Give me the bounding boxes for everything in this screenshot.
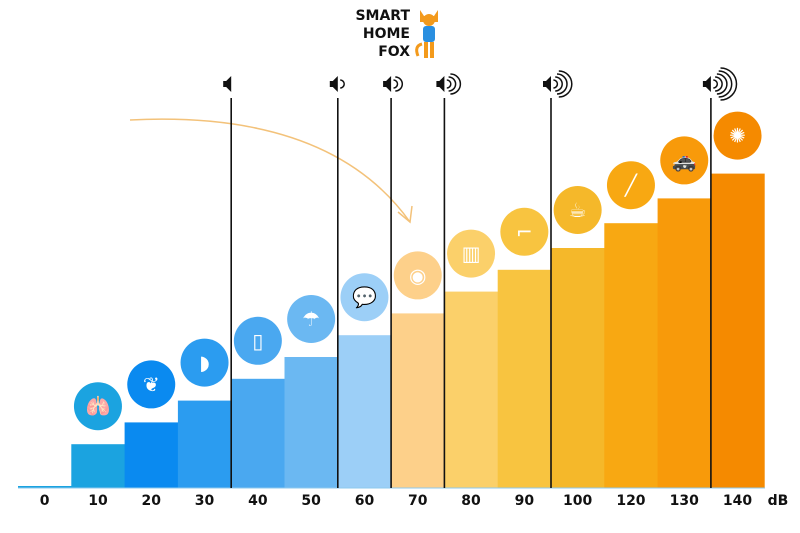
speaker-icon bbox=[383, 76, 404, 92]
tick-label-80: 80 bbox=[461, 493, 481, 509]
tick-label-130: 130 bbox=[670, 493, 699, 509]
svg-text:◉: ◉ bbox=[409, 263, 426, 287]
speech-bubbles-icon: 💬 bbox=[340, 273, 389, 322]
bar-70db bbox=[391, 313, 445, 488]
speaker-icon bbox=[223, 76, 232, 92]
speaker-icon bbox=[702, 67, 738, 101]
logo-line1: SMART bbox=[355, 8, 410, 24]
unit-label: dB bbox=[768, 493, 789, 509]
bar-50db bbox=[284, 357, 339, 488]
svg-text:▥: ▥ bbox=[462, 242, 481, 266]
tick-label-10: 10 bbox=[88, 493, 108, 509]
fox-mascot-icon bbox=[415, 10, 438, 58]
tick-label-60: 60 bbox=[355, 493, 375, 509]
lungs-icon: 🫁 bbox=[73, 382, 122, 431]
bar-80db bbox=[444, 291, 499, 488]
svg-text:✺: ✺ bbox=[729, 124, 746, 148]
curved-arrow bbox=[129, 118, 411, 223]
tick-label-0: 0 bbox=[40, 493, 50, 509]
fireworks-icon: ✺ bbox=[713, 111, 762, 160]
tick-label-70: 70 bbox=[408, 493, 428, 509]
hair-dryer-icon: ⌐ bbox=[500, 207, 549, 256]
bar-40db bbox=[231, 378, 285, 488]
tick-label-90: 90 bbox=[515, 493, 535, 509]
svg-text:╱: ╱ bbox=[624, 173, 638, 197]
tick-label-100: 100 bbox=[563, 493, 592, 509]
bar-60db bbox=[337, 335, 392, 488]
bar-20db bbox=[124, 422, 179, 488]
logo-line3: FOX bbox=[378, 44, 410, 60]
bar-10db bbox=[71, 444, 126, 488]
svg-text:☂: ☂ bbox=[302, 307, 320, 331]
bar-130db bbox=[657, 198, 712, 488]
tick-label-30: 30 bbox=[195, 493, 215, 509]
coffee-machine-icon: ☕ bbox=[553, 186, 602, 234]
speaker-icon bbox=[436, 73, 462, 95]
trombone-icon: ╱ bbox=[606, 161, 655, 210]
bar-90db bbox=[497, 269, 552, 488]
bar-120db bbox=[604, 223, 659, 488]
tick-label-140: 140 bbox=[723, 493, 752, 509]
bar-100db bbox=[551, 248, 605, 488]
svg-text:☕: ☕ bbox=[569, 198, 587, 222]
rain-icon: ☂ bbox=[287, 295, 336, 343]
svg-text:🚓: 🚓 bbox=[672, 148, 697, 172]
svg-text:⌐: ⌐ bbox=[516, 220, 533, 244]
police-car-icon: 🚓 bbox=[660, 136, 709, 185]
tick-label-120: 120 bbox=[616, 493, 645, 509]
svg-text:🫁: 🫁 bbox=[85, 394, 110, 418]
svg-text:◗: ◗ bbox=[199, 351, 210, 375]
logo-line2: HOME bbox=[362, 26, 410, 42]
arrow-head bbox=[397, 205, 413, 224]
svg-text:▯: ▯ bbox=[252, 329, 263, 353]
svg-text:❦: ❦ bbox=[143, 372, 160, 396]
speaker-icon bbox=[329, 76, 345, 92]
tick-label-20: 20 bbox=[142, 493, 162, 509]
speaker-icon bbox=[543, 70, 573, 98]
tick-label-40: 40 bbox=[248, 493, 268, 509]
fridge-icon: ▯ bbox=[233, 316, 282, 365]
bar-0db bbox=[18, 486, 72, 488]
washing-machine-icon: ◉ bbox=[393, 251, 442, 300]
piano-icon: ▥ bbox=[447, 229, 496, 278]
svg-text:💬: 💬 bbox=[352, 285, 377, 309]
bar-30db bbox=[177, 400, 232, 488]
ear-icon: ◗ bbox=[180, 338, 229, 387]
tick-label-50: 50 bbox=[301, 493, 321, 509]
leaves-icon: ❦ bbox=[127, 360, 176, 409]
bar-140db bbox=[710, 173, 765, 488]
smart-home-fox-logo: SMART HOME FOX bbox=[352, 6, 447, 66]
